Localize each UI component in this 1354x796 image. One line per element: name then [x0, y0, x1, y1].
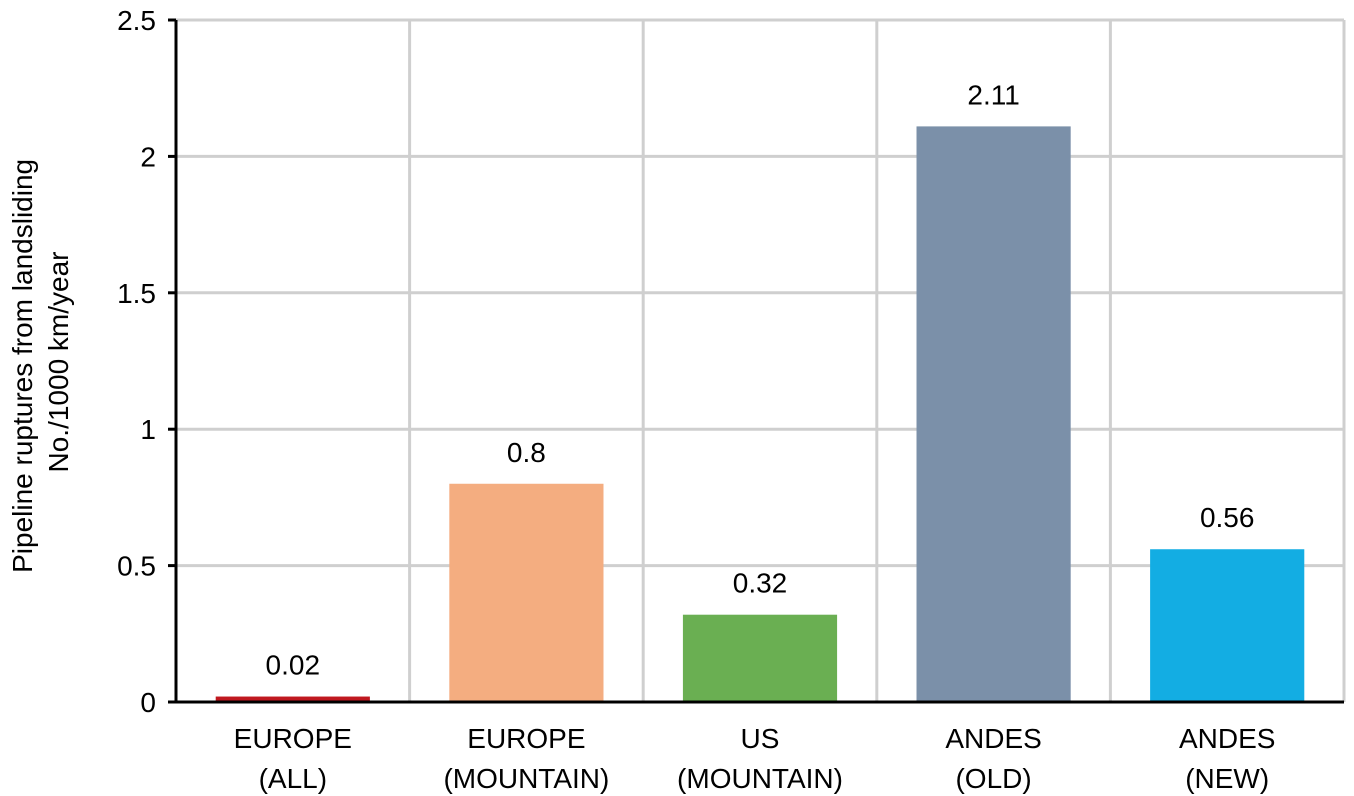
bar [682, 614, 838, 702]
labels: 0 0.5 1 1.5 2 2.5 0.02 EUROPE (ALL) 0.8 EUROPE (MOU… [117, 5, 1275, 794]
x-category-label: ANDES (NEW) [1179, 723, 1275, 794]
x-category-label-line-2: (MOUNTAIN) [677, 763, 843, 794]
x-category-label-line-2: (ALL) [259, 763, 327, 794]
x-category-label-line-1: EUROPE [467, 723, 585, 754]
x-category-label: ANDES (OLD) [945, 723, 1041, 794]
x-category-label-line-1: US [741, 723, 780, 754]
x-category-label-line-1: ANDES [945, 723, 1041, 754]
value-label: 0.32 [733, 568, 788, 599]
x-category-label-line-2: (MOUNTAIN) [443, 763, 609, 794]
x-category-label: EUROPE (MOUNTAIN) [443, 723, 609, 794]
y-tick-label: 2.5 [117, 5, 156, 36]
bar [449, 483, 604, 702]
value-label: 2.11 [967, 79, 1019, 110]
x-category-label: US (MOUNTAIN) [677, 723, 843, 794]
x-category-label-line-2: (OLD) [955, 763, 1031, 794]
value-label: 0.56 [1200, 502, 1255, 533]
value-label: 0.8 [507, 437, 546, 468]
x-category-label-line-1: ANDES [1179, 723, 1275, 754]
x-category-label-line-1: EUROPE [234, 723, 352, 754]
y-axis-title-line-1: Pipeline ruptures from landsliding [7, 159, 38, 573]
axes [174, 20, 1344, 704]
bar [1150, 549, 1305, 702]
y-tick-label: 1 [140, 414, 156, 445]
y-tick-label: 1.5 [117, 278, 156, 309]
gridlines [168, 18, 1346, 704]
y-tick-label: 0 [140, 687, 156, 718]
bar [215, 696, 370, 702]
x-category-label-line-2: (NEW) [1185, 763, 1269, 794]
y-axis-title-line-2: No./1000 km/year [43, 252, 74, 473]
y-tick-label: 2 [140, 141, 156, 172]
y-axis-title: Pipeline ruptures from landsliding No./1… [7, 151, 74, 573]
bars [215, 126, 1305, 703]
bar [916, 126, 1071, 703]
x-category-label: EUROPE (ALL) [234, 723, 352, 794]
value-label: 0.02 [266, 650, 321, 681]
y-tick-label: 0.5 [117, 551, 156, 582]
